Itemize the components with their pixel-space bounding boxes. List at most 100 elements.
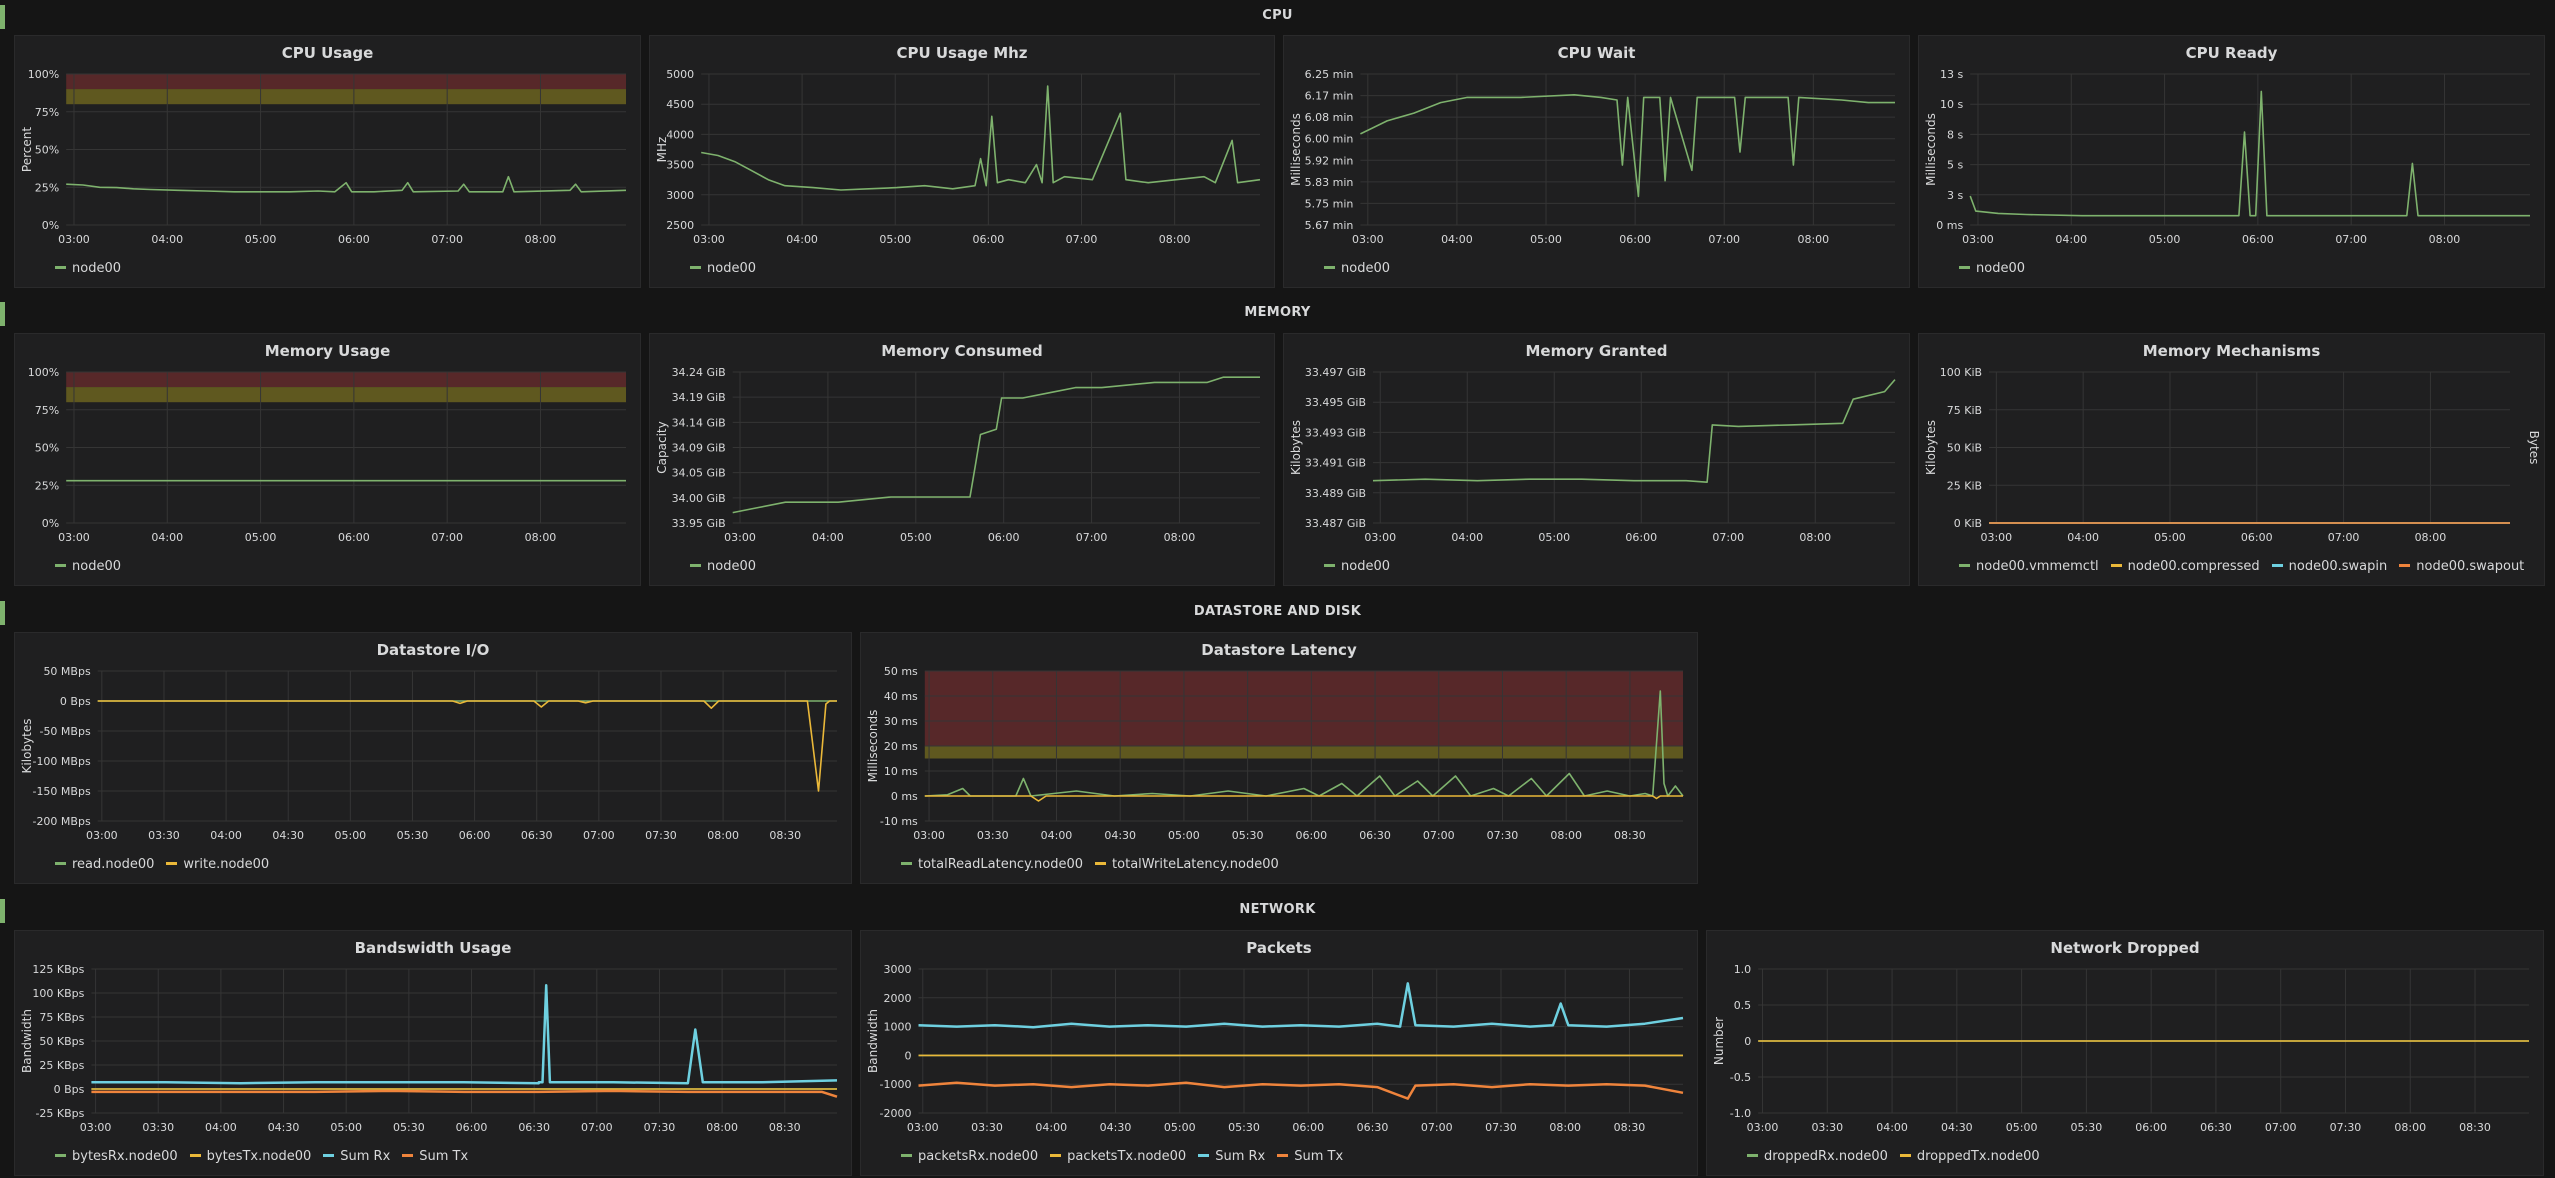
panel-cpu-usage-mhz[interactable]: CPU Usage Mhz 2500 3000 3500 4000 4500 5000 03:… [649, 35, 1275, 288]
legend-swatch [1324, 564, 1335, 567]
legend-item-node00[interactable]: node00 [1324, 261, 1390, 276]
panel-title[interactable]: Memory Consumed [881, 342, 1043, 360]
legend-swatch [1959, 564, 1970, 567]
x-tick-label: 05:00 [2154, 531, 2186, 544]
x-tick-label: 06:00 [1625, 531, 1657, 544]
y-tick-label: 0 KiB [1954, 517, 1982, 530]
panel-title[interactable]: CPU Wait [1557, 44, 1636, 62]
legend-label: totalWriteLatency.node00 [1112, 857, 1279, 872]
legend-item-sum-rx[interactable]: Sum Rx [1198, 1149, 1265, 1164]
y-axis-label: Kilobytes [1289, 420, 1303, 475]
panel-title[interactable]: Memory Usage [264, 342, 391, 360]
y-tick-label: 0 [905, 1049, 912, 1062]
legend-swatch [402, 1154, 414, 1157]
x-tick-label: 07:00 [2328, 531, 2360, 544]
x-tick-label: 06:30 [521, 829, 553, 842]
y-tick-label: 3500 [666, 159, 694, 172]
panel-cpu-wait[interactable]: CPU Wait 5.67 min 5.75 min 5.83 min 5.92 min… [1283, 35, 1910, 288]
legend-item-sum-tx[interactable]: Sum Tx [402, 1149, 468, 1164]
series-line-node00 [701, 85, 1261, 191]
x-tick-label: 03:00 [1980, 531, 2012, 544]
legend-item-read-node00[interactable]: read.node00 [55, 857, 154, 872]
y-axis-label: Bandwidth [866, 1009, 880, 1073]
legend-item-node00[interactable]: node00 [1324, 559, 1390, 574]
x-tick-label: 04:00 [210, 829, 242, 842]
panel-title[interactable]: Datastore I/O [376, 641, 490, 659]
panel-memory-mechanisms[interactable]: Memory Mechanisms 0 KiB 25 KiB 50 KiB 75 KiB… [1918, 333, 2545, 586]
legend-item-bytesrx-node00[interactable]: bytesRx.node00 [55, 1149, 178, 1164]
legend-swatch [2110, 564, 2122, 567]
y-tick-label: 10 s [1940, 98, 1963, 111]
legend-label: Sum Rx [340, 1149, 391, 1164]
x-tick-label: 03:00 [907, 1121, 939, 1134]
legend-label: node00 [707, 261, 756, 276]
panel-title[interactable]: CPU Usage [281, 44, 374, 62]
legend-item-packetsrx-node00[interactable]: packetsRx.node00 [901, 1149, 1038, 1164]
legend-item-droppedrx-node00[interactable]: droppedRx.node00 [1747, 1149, 1888, 1164]
legend-item-totalwritelatency-node00[interactable]: totalWriteLatency.node00 [1095, 857, 1279, 872]
panel-title[interactable]: Bandswidth Usage [354, 939, 512, 957]
panel-memory-usage[interactable]: Memory Usage 0% 25% 50% 75% 100% 03:00 04:00 05:… [14, 333, 641, 586]
panel-title[interactable]: Memory Mechanisms [2142, 342, 2321, 360]
x-tick-label: 06:00 [338, 233, 370, 246]
legend-item-node00[interactable]: node00 [690, 261, 756, 276]
x-tick-label: 05:30 [397, 829, 429, 842]
series-line-node00 [732, 376, 1260, 514]
panel-title[interactable]: Datastore Latency [1201, 641, 1357, 659]
panel-cpu-ready[interactable]: CPU Ready 0 ms 3 s 5 s 8 s 10 s 13 s 03:00 04:00… [1918, 35, 2545, 288]
legend-item-bytestx-node00[interactable]: bytesTx.node00 [189, 1149, 311, 1164]
panel-memory-granted[interactable]: Memory Granted 33.487 GiB 33.489 GiB 33.491… [1283, 333, 1910, 586]
section-datastore-and-disk[interactable]: DATASTORE AND DISK [0, 597, 2555, 627]
legend-item-packetstx-node00[interactable]: packetsTx.node00 [1050, 1149, 1186, 1164]
legend-item-node00-swapout[interactable]: node00.swapout [2399, 559, 2524, 574]
section-network[interactable]: NETWORK [0, 895, 2555, 925]
y-tick-label: 2000 [884, 992, 912, 1005]
panel-cpu-usage[interactable]: CPU Usage 0% 25% 50% 75% 100% 03:00 04:00 05:00 0… [14, 35, 641, 288]
panel-bandwidth-usage[interactable]: Bandswidth Usage -25 KBps 0 Bps 25 KBps 50 K… [14, 930, 852, 1176]
legend-item-droppedtx-node00[interactable]: droppedTx.node00 [1899, 1149, 2040, 1164]
x-tick-label: 08:00 [525, 233, 557, 246]
panel-network-dropped[interactable]: Network Dropped -1.0 -0.5 0 0.5 1.0 03:00 03:30… [1706, 930, 2544, 1176]
legend-item-totalreadlatency-node00[interactable]: totalReadLatency.node00 [901, 857, 1083, 872]
legend-item-sum-tx[interactable]: Sum Tx [1277, 1149, 1343, 1164]
panel-title[interactable]: Memory Granted [1525, 342, 1668, 360]
legend-swatch [690, 564, 701, 567]
legend-item-node00-compressed[interactable]: node00.compressed [2110, 559, 2260, 574]
chart-legend: node00 [1324, 559, 1402, 574]
legend-item-write-node00[interactable]: write.node00 [166, 857, 269, 872]
section-memory[interactable]: MEMORY [0, 298, 2555, 328]
x-tick-label: 06:00 [338, 531, 370, 544]
x-tick-label: 03:00 [913, 829, 945, 842]
series-line-node00 [1969, 90, 2530, 217]
y-tick-label: -10 ms [880, 815, 918, 828]
panel-memory-consumed[interactable]: Memory Consumed 33.95 GiB 34.00 GiB 34.05 G… [649, 333, 1275, 586]
panel-datastore-latency[interactable]: Datastore Latency -10 ms 0 ms 10 ms 20 ms 30 … [860, 632, 1698, 884]
threshold-band-critical [66, 372, 626, 388]
chart-svg: 0 KiB 25 KiB 50 KiB 75 KiB 100 KiB 03:00 04:00… [1924, 366, 2541, 544]
legend-item-node00[interactable]: node00 [55, 261, 121, 276]
y-tick-label: 40 ms [884, 690, 918, 703]
legend-item-node00[interactable]: node00 [690, 559, 756, 574]
chart-legend: node00 [55, 559, 133, 574]
panel-packets[interactable]: Packets -2000 -1000 0 1000 2000 3000 03:00 03:30… [860, 930, 1698, 1176]
panel-title[interactable]: Network Dropped [2050, 939, 2200, 957]
legend-item-sum-rx[interactable]: Sum Rx [323, 1149, 390, 1164]
legend-item-node00[interactable]: node00 [1959, 261, 2025, 276]
panel-title[interactable]: CPU Usage Mhz [896, 44, 1028, 62]
panel-datastore-io[interactable]: Datastore I/O -200 MBps -150 MBps -100 MBps… [14, 632, 852, 884]
y-tick-label: 25 KBps [39, 1059, 84, 1072]
panel-title[interactable]: Packets [1246, 939, 1312, 957]
x-tick-label: 04:00 [1876, 1121, 1908, 1134]
panel-title[interactable]: CPU Ready [2185, 44, 2278, 62]
x-tick-label: 03:00 [1352, 233, 1384, 246]
y-tick-label: 4000 [666, 128, 694, 141]
legend-item-node00-vmmemctl[interactable]: node00.vmmemctl [1959, 559, 2099, 574]
legend-item-node00[interactable]: node00 [55, 559, 121, 574]
x-tick-label: 08:00 [2394, 1121, 2426, 1134]
x-tick-label: 03:00 [1364, 531, 1396, 544]
legend-item-node00-swapin[interactable]: node00.swapin [2271, 559, 2387, 574]
x-tick-label: 08:00 [1797, 233, 1829, 246]
section-cpu[interactable]: CPU [0, 1, 2555, 31]
x-tick-label: 08:00 [1549, 1121, 1581, 1134]
y-tick-label: 4500 [666, 98, 694, 111]
